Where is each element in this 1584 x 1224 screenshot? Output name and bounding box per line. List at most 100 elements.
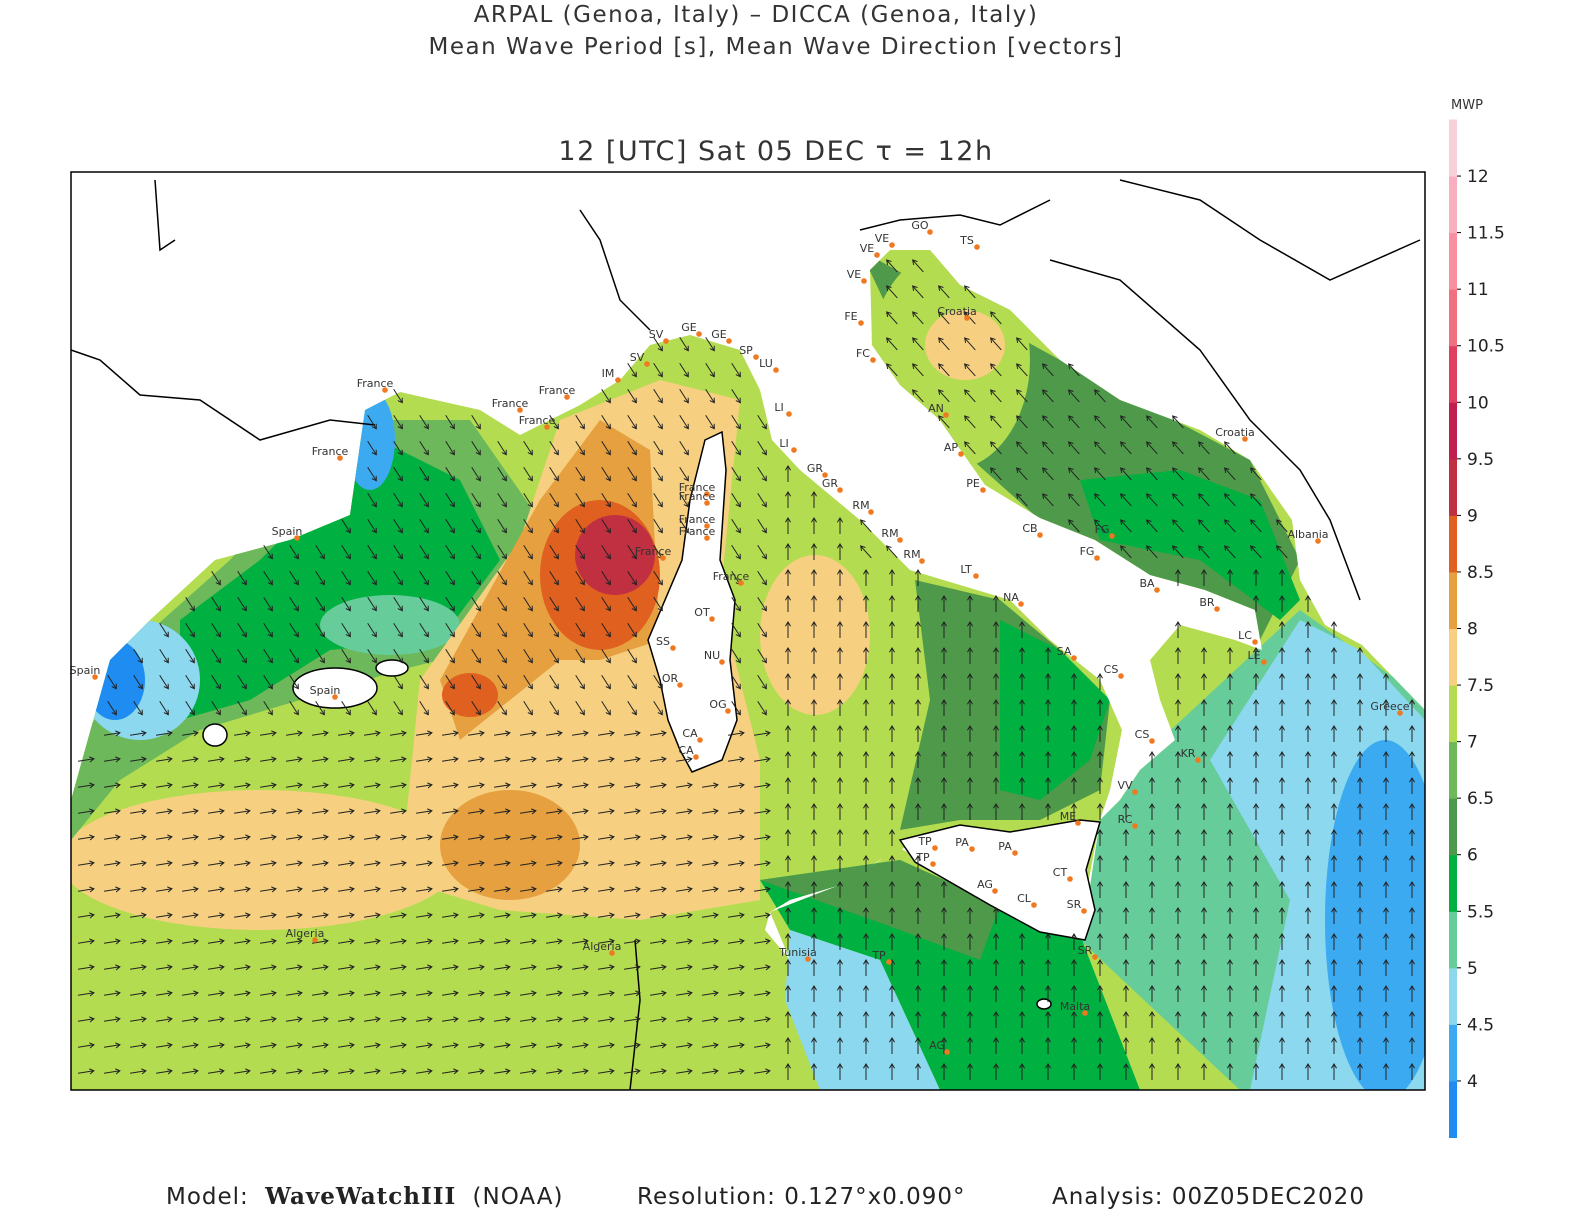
direction-vector (546, 860, 563, 867)
direction-vector (260, 756, 277, 763)
direction-vector (784, 777, 792, 794)
direction-vector (494, 1068, 511, 1075)
colorbar-bin (1449, 571, 1457, 629)
direction-vector (1174, 907, 1182, 924)
direction-vector (104, 808, 121, 815)
direction-vector (1252, 959, 1260, 976)
direction-vector (1172, 415, 1184, 429)
direction-vector (208, 912, 225, 919)
colorbar-tick-label: 12 (1467, 167, 1489, 187)
direction-vector (964, 441, 976, 455)
field-patch (440, 790, 580, 900)
direction-vector (549, 518, 559, 534)
direction-vector (1148, 1011, 1156, 1028)
direction-vector (810, 1011, 818, 1028)
site-dot (704, 535, 710, 541)
direction-vector (130, 782, 147, 789)
direction-vector (1198, 441, 1210, 455)
direction-vector (1382, 751, 1390, 768)
direction-vector (627, 440, 637, 456)
direction-vector (1068, 389, 1080, 403)
direction-vector (1226, 803, 1234, 820)
direction-vector (1382, 673, 1390, 690)
direction-vector (494, 782, 511, 789)
direction-vector (78, 964, 95, 971)
direction-vector (546, 782, 563, 789)
field-patch (71, 790, 460, 930)
direction-vector (940, 595, 948, 612)
site-dot (726, 338, 732, 344)
direction-vector (728, 1068, 745, 1075)
direction-vector (341, 622, 351, 638)
direction-vector (1120, 467, 1132, 481)
direction-vector (731, 674, 741, 690)
direction-vector (237, 648, 247, 664)
direction-vector (393, 388, 403, 404)
direction-vector (549, 492, 559, 508)
direction-vector (572, 782, 589, 789)
site-dot (773, 367, 779, 373)
direction-vector (624, 1068, 641, 1075)
direction-vector (1408, 959, 1416, 976)
place-label: Tunisia (778, 946, 817, 959)
direction-vector (990, 467, 1002, 481)
direction-vector (836, 699, 844, 716)
direction-vector (912, 389, 924, 403)
direction-vector (705, 388, 715, 404)
direction-vector (836, 803, 844, 820)
direction-vector (836, 751, 844, 768)
direction-vector (419, 440, 429, 456)
direction-vector (1356, 985, 1364, 1002)
direction-vector (966, 985, 974, 1002)
direction-vector (1042, 441, 1054, 455)
direction-vector (156, 756, 173, 763)
direction-vector (650, 730, 667, 737)
direction-vector (966, 595, 974, 612)
direction-vector (627, 414, 637, 430)
direction-vector (234, 782, 251, 789)
direction-vector (1200, 569, 1208, 586)
direction-vector (1016, 363, 1028, 377)
direction-vector (1096, 907, 1104, 924)
direction-vector (523, 466, 533, 482)
site-dot (644, 361, 650, 367)
direction-vector (598, 808, 615, 815)
direction-vector (208, 1016, 225, 1023)
direction-vector (1304, 855, 1312, 872)
direction-vector (627, 362, 637, 378)
field-patch (1000, 620, 1110, 800)
direction-vector (416, 912, 433, 919)
direction-vector (650, 756, 667, 763)
direction-vector (862, 985, 870, 1002)
direction-vector (549, 544, 559, 560)
site-dot (1037, 532, 1043, 538)
direction-vector (1174, 1063, 1182, 1080)
direction-vector (728, 808, 745, 815)
place-label: AG (977, 878, 993, 891)
direction-vector (549, 596, 559, 612)
direction-vector (676, 834, 693, 841)
direction-vector (1174, 647, 1182, 664)
direction-vector (940, 933, 948, 950)
direction-vector (1200, 647, 1208, 664)
direction-vector (1224, 545, 1236, 559)
direction-vector (1148, 933, 1156, 950)
direction-vector (182, 730, 199, 737)
direction-vector (208, 1042, 225, 1049)
colorbar-bin (1449, 402, 1457, 460)
direction-vector (598, 886, 615, 893)
direction-vector (653, 362, 663, 378)
site-dot (337, 455, 343, 461)
direction-vector (914, 725, 922, 742)
site-dot (1214, 606, 1220, 612)
direction-vector (234, 730, 251, 737)
direction-vector (992, 1063, 1000, 1080)
direction-vector (888, 777, 896, 794)
direction-vector (702, 1016, 719, 1023)
direction-vector (676, 912, 693, 919)
direction-vector (549, 648, 559, 664)
place-label: RM (903, 548, 920, 561)
place-label: CA (682, 727, 698, 740)
colorbar-tick-label: 5.5 (1467, 902, 1494, 922)
direction-vector (1174, 829, 1182, 846)
